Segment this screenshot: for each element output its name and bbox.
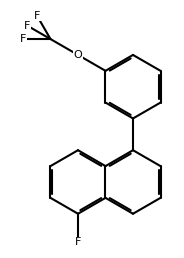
Text: F: F — [75, 237, 81, 247]
Text: F: F — [34, 11, 40, 21]
Text: F: F — [24, 21, 30, 30]
Text: F: F — [20, 34, 27, 44]
Text: O: O — [74, 50, 82, 60]
